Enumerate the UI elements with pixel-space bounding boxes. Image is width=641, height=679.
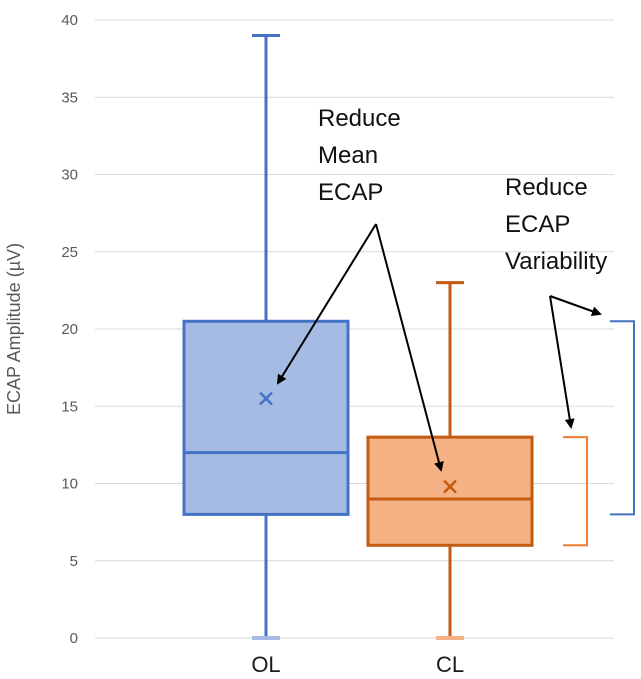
box-series	[182, 33, 534, 640]
range-bracket-cl	[563, 436, 588, 547]
annotation-text: Reduce ECAP Variability	[505, 174, 607, 275]
range-brackets	[563, 320, 635, 547]
y-tick-label: 25	[61, 244, 78, 261]
annotation-arrow	[549, 295, 575, 429]
y-tick-labels: 0 5 10 15 20 25 30 35 40	[61, 12, 78, 647]
annotation-arrow	[375, 223, 444, 472]
annotation-line: Reduce	[505, 174, 588, 201]
x-category-labels: OL CL	[251, 652, 464, 677]
mean-marker	[259, 391, 273, 406]
mean-marker	[443, 479, 457, 494]
gridlines	[95, 19, 614, 639]
annotation-text: Reduce Mean ECAP	[318, 105, 401, 206]
y-tick-label: 15	[61, 398, 78, 415]
mean-stroke	[443, 479, 457, 494]
range-bracket-ol	[610, 320, 635, 516]
annotation-line: ECAP	[318, 179, 383, 206]
box-cl	[366, 281, 534, 640]
y-tick-label: 10	[61, 476, 78, 493]
x-category-label: OL	[251, 652, 280, 677]
annotation-arrow	[549, 295, 602, 316]
iqr-box	[366, 435, 534, 547]
y-tick-label: 0	[70, 630, 78, 647]
y-tick-label: 20	[61, 321, 78, 338]
annotation-line: Variability	[505, 248, 607, 275]
y-tick-label: 30	[61, 167, 78, 184]
annotation-arrow	[276, 223, 377, 385]
x-category-label: CL	[436, 652, 464, 677]
annotation-line: Mean	[318, 142, 378, 169]
annotation-line: Reduce	[318, 105, 401, 132]
y-axis-label: ECAP Amplitude (µV)	[4, 243, 24, 415]
y-tick-label: 40	[61, 12, 78, 29]
y-tick-label: 35	[61, 89, 78, 106]
annotation-line: ECAP	[505, 211, 570, 238]
y-tick-label: 5	[70, 553, 78, 570]
box-ol	[182, 33, 350, 640]
mean-stroke	[259, 391, 273, 406]
annotations: Reduce Mean ECAP Reduce ECAP Variability	[276, 105, 607, 472]
iqr-box	[182, 319, 350, 516]
